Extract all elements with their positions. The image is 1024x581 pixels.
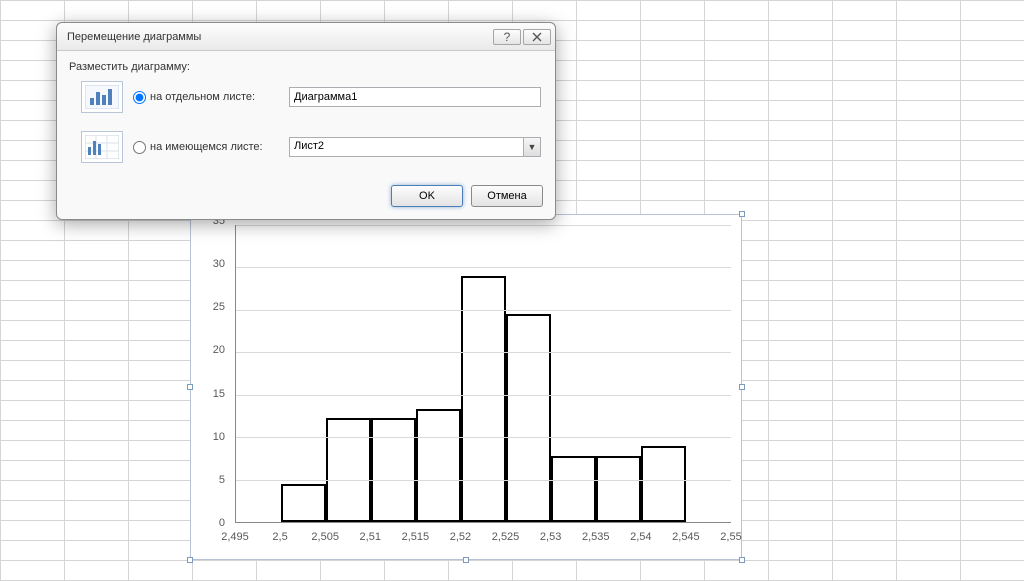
radio-existing-sheet-input[interactable] (133, 141, 146, 154)
dialog-title: Перемещение диаграммы (67, 31, 491, 43)
radio-existing-sheet[interactable]: на имеющемся листе: (133, 141, 279, 154)
y-tick-label: 30 (213, 258, 225, 270)
histogram-bar[interactable] (281, 484, 326, 522)
option-new-sheet: на отдельном листе: (81, 81, 543, 113)
radio-new-sheet-input[interactable] (133, 91, 146, 104)
radio-new-sheet-label: на отдельном листе: (150, 91, 255, 103)
x-tick-label: 2,51 (360, 531, 381, 543)
x-tick-label: 2,5 (272, 531, 287, 543)
move-chart-dialog: Перемещение диаграммы ? Разместить диагр… (56, 22, 556, 220)
histogram-bar[interactable] (416, 409, 461, 522)
option-existing-sheet: на имеющемся листе: Лист2 ▼ (81, 131, 543, 163)
x-tick-label: 2,545 (672, 531, 700, 543)
gridline (236, 267, 731, 268)
existing-sheet-value: Лист2 (290, 138, 523, 156)
new-sheet-name-input[interactable] (289, 87, 541, 107)
x-tick-label: 2,535 (582, 531, 610, 543)
x-tick-label: 2,54 (630, 531, 651, 543)
histogram-bar[interactable] (596, 456, 641, 522)
y-tick-label: 0 (219, 517, 225, 529)
resize-handle[interactable] (187, 384, 193, 390)
y-tick-label: 20 (213, 344, 225, 356)
histogram-bar[interactable] (506, 314, 551, 522)
resize-handle[interactable] (463, 557, 469, 563)
gridline (236, 310, 731, 311)
cancel-button[interactable]: Отмена (471, 185, 543, 207)
resize-handle[interactable] (739, 557, 745, 563)
chevron-down-icon[interactable]: ▼ (523, 138, 540, 156)
histogram-bar[interactable] (326, 418, 371, 522)
y-tick-label: 25 (213, 301, 225, 313)
x-tick-label: 2,515 (402, 531, 430, 543)
existing-sheet-chart-icon (81, 131, 123, 163)
x-tick-label: 2,505 (311, 531, 339, 543)
histogram-bar[interactable] (371, 418, 416, 522)
ok-button[interactable]: OK (391, 185, 463, 207)
dialog-titlebar[interactable]: Перемещение диаграммы ? (57, 23, 555, 51)
histogram-bar[interactable] (461, 276, 506, 522)
gridline (236, 352, 731, 353)
x-tick-label: 2,53 (540, 531, 561, 543)
x-tick-label: 2,52 (450, 531, 471, 543)
histogram-bar[interactable] (641, 446, 686, 522)
gridline (236, 437, 731, 438)
radio-existing-sheet-label: на имеющемся листе: (150, 141, 263, 153)
y-tick-label: 15 (213, 388, 225, 400)
x-tick-label: 2,55 (720, 531, 741, 543)
gridline (236, 225, 731, 226)
close-button[interactable] (523, 29, 551, 45)
y-tick-label: 5 (219, 474, 225, 486)
resize-handle[interactable] (187, 557, 193, 563)
histogram-bar[interactable] (551, 456, 596, 522)
group-label: Разместить диаграмму: (69, 61, 543, 73)
chart-object[interactable]: 05101520253035 2,4952,52,5052,512,5152,5… (190, 214, 742, 560)
gridline (236, 480, 731, 481)
radio-new-sheet[interactable]: на отдельном листе: (133, 91, 279, 104)
resize-handle[interactable] (739, 211, 745, 217)
x-tick-label: 2,495 (221, 531, 249, 543)
x-tick-label: 2,525 (492, 531, 520, 543)
y-axis: 05101520253035 (197, 221, 229, 523)
plot-area (235, 225, 731, 523)
gridline (236, 395, 731, 396)
help-button[interactable]: ? (493, 29, 521, 45)
new-sheet-chart-icon (81, 81, 123, 113)
x-axis: 2,4952,52,5052,512,5152,522,5252,532,535… (235, 527, 731, 553)
y-tick-label: 10 (213, 431, 225, 443)
existing-sheet-combo[interactable]: Лист2 ▼ (289, 137, 541, 157)
resize-handle[interactable] (739, 384, 745, 390)
